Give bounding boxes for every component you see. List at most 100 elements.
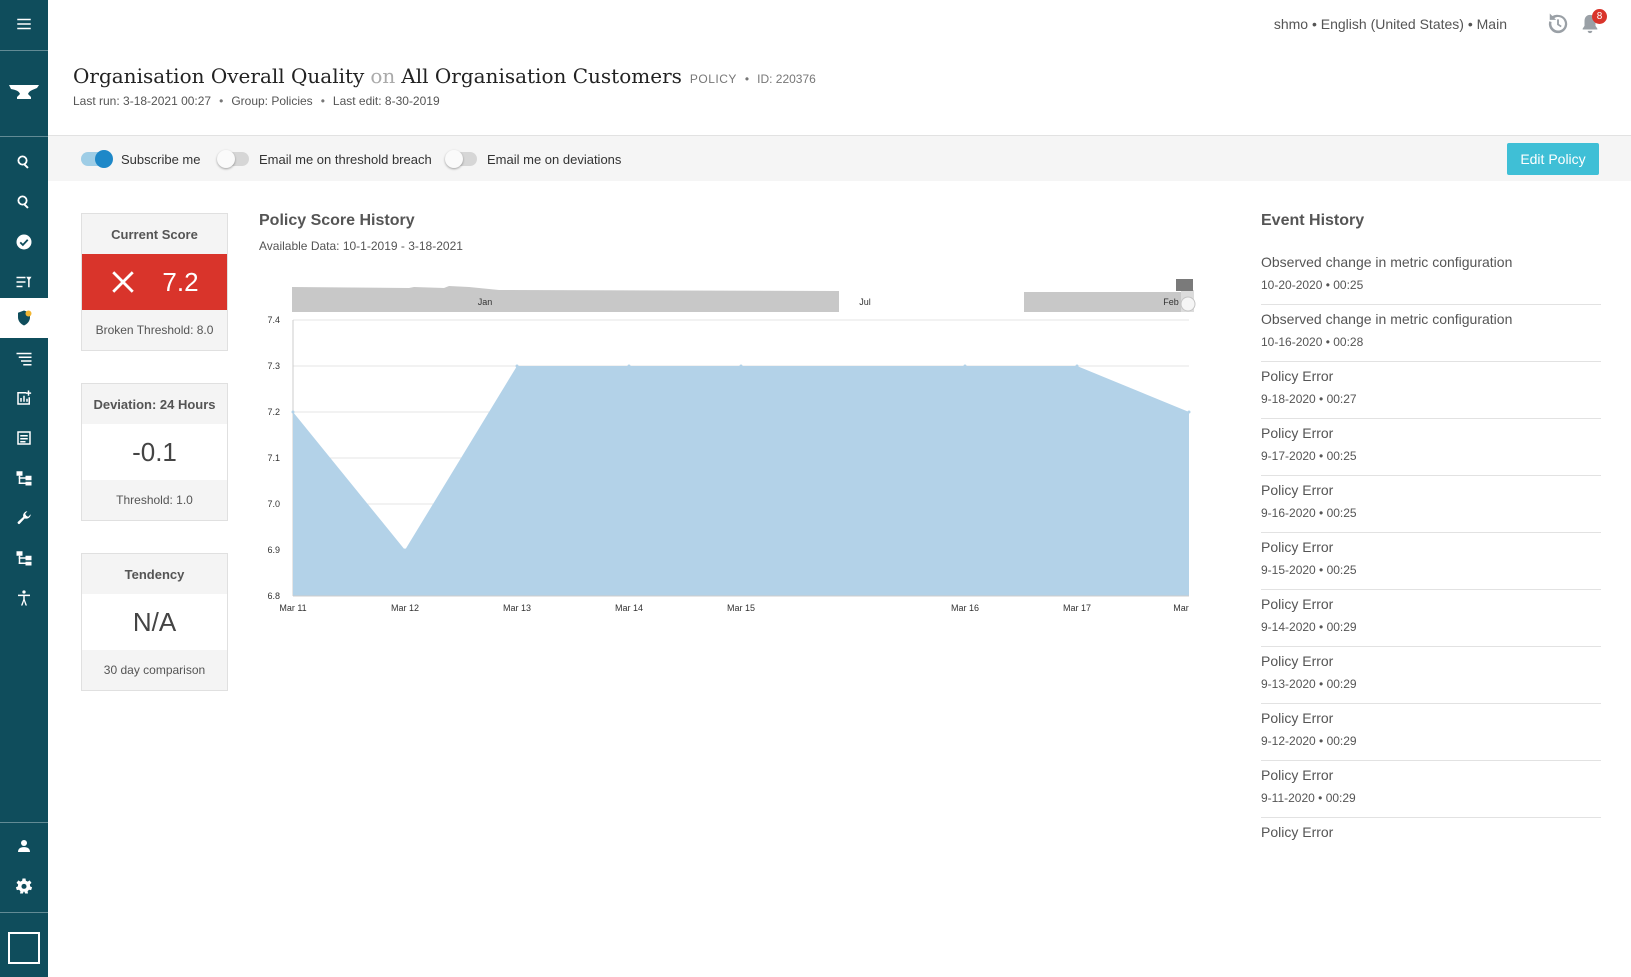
- chart-title: Policy Score History: [259, 212, 415, 229]
- collapse-panel-button[interactable]: [0, 925, 48, 971]
- y-tick-label: 7.1: [267, 453, 280, 463]
- event-time: 9-11-2020 • 00:29: [1261, 791, 1356, 805]
- data-point: [627, 364, 631, 368]
- card-footer: 30 day comparison: [103, 663, 206, 677]
- sidebar-item-lists[interactable]: [0, 338, 48, 378]
- document-list-icon: [17, 431, 31, 445]
- last-run: Last run: 3-18-2021 00:27: [73, 94, 212, 108]
- notifications-button[interactable]: 8: [1579, 9, 1607, 35]
- score-area: [293, 366, 1189, 596]
- x-tick-label: Mar 11: [279, 603, 306, 613]
- user-context[interactable]: shmo • English (United States) • Main: [1273, 16, 1507, 32]
- event-name: Policy Error: [1261, 425, 1334, 441]
- sidebar-item-tools[interactable]: [0, 498, 48, 538]
- event-time: 9-15-2020 • 00:25: [1261, 563, 1357, 577]
- threshold-breach-toggle[interactable]: [217, 150, 249, 168]
- toolbar: Subscribe me Email me on threshold breac…: [48, 135, 1631, 181]
- title-row: Organisation Overall Quality on All Orga…: [73, 64, 816, 88]
- event-name: Policy Error: [1261, 539, 1334, 555]
- data-point: [403, 548, 407, 552]
- event-name: Policy Error: [1261, 596, 1334, 612]
- event-item[interactable]: Observed change in metric configuration 1…: [1261, 248, 1601, 305]
- page-title: Organisation Overall Quality: [73, 64, 365, 88]
- subscribe-toggle-group: Subscribe me: [81, 136, 200, 182]
- event-time: 9-18-2020 • 00:27: [1261, 392, 1357, 406]
- navigator-area: [1024, 292, 1189, 312]
- subscribe-label: Subscribe me: [121, 151, 201, 167]
- y-tick-label: 7.4: [267, 315, 280, 325]
- event-time: 9-12-2020 • 00:29: [1261, 734, 1357, 748]
- sidebar-item-dashboards[interactable]: [0, 378, 48, 418]
- deviation-toggle[interactable]: [445, 150, 477, 168]
- sidebar-item-checks[interactable]: [0, 222, 48, 262]
- hamburger-icon: [17, 18, 31, 30]
- current-score-card: Current Score 7.2 Broken Threshold: 8.0: [81, 213, 228, 351]
- sidebar-item-rules[interactable]: [0, 262, 48, 302]
- event-item[interactable]: Policy Error 9-11-2020 • 00:29: [1261, 761, 1601, 818]
- policy-score-history: Policy Score History Available Data: 10-…: [259, 212, 1231, 632]
- card-title: Deviation: 24 Hours: [93, 396, 216, 412]
- x-tick-label: Mar 13: [503, 603, 531, 613]
- x-tick-label: Mar 16: [951, 603, 979, 613]
- person-icon: [18, 840, 30, 852]
- sidebar-item-profile[interactable]: [0, 826, 48, 866]
- navigator-area: [292, 286, 839, 312]
- event-item[interactable]: Policy Error 9-12-2020 • 00:29: [1261, 704, 1601, 761]
- language: English (United States): [1320, 16, 1464, 32]
- event-item[interactable]: Policy Error 9-18-2020 • 00:27: [1261, 362, 1601, 419]
- y-tick-label: 6.9: [267, 545, 280, 555]
- home-logo-button[interactable]: [0, 70, 48, 114]
- sidebar-item-search[interactable]: [0, 142, 48, 182]
- policy-id: ID: 220376: [757, 72, 816, 86]
- navigator-label: Jan: [478, 297, 493, 307]
- deviation-toggle-group: Email me on deviations: [445, 136, 621, 182]
- event-name: Policy Error: [1261, 710, 1334, 726]
- sidebar-item-settings[interactable]: [0, 866, 48, 906]
- history-icon: [1548, 13, 1568, 34]
- sidebar-item-policies[interactable]: [0, 298, 48, 338]
- subscribe-toggle[interactable]: [81, 150, 113, 168]
- current-score-value: 7.2: [82, 254, 227, 310]
- sidebar-item-accessibility[interactable]: [0, 578, 48, 618]
- y-tick-label: 6.8: [267, 591, 280, 601]
- data-point: [1187, 410, 1191, 414]
- sidebar-item-search-advanced[interactable]: [0, 182, 48, 222]
- navigator-marker: [1176, 279, 1193, 291]
- event-item[interactable]: Policy Error 9-13-2020 • 00:29: [1261, 647, 1601, 704]
- deviation-value: -0.1: [82, 424, 227, 480]
- event-name: Observed change in metric configuration: [1261, 254, 1513, 270]
- notification-badge: 8: [1592, 9, 1607, 24]
- event-item[interactable]: Policy Error 9-14-2020 • 00:29: [1261, 590, 1601, 647]
- sidebar-item-lineage[interactable]: [0, 538, 48, 578]
- navigator-handle: [1180, 296, 1196, 312]
- event-time: 9-13-2020 • 00:29: [1261, 677, 1357, 691]
- event-item[interactable]: Policy Error 9-17-2020 • 00:25: [1261, 419, 1601, 476]
- y-tick-label: 7.3: [267, 361, 280, 371]
- event-item[interactable]: Policy Error 9-16-2020 • 00:25: [1261, 476, 1601, 533]
- anvil-logo-icon: [9, 85, 39, 99]
- y-tick-label: 7.2: [267, 407, 280, 417]
- top-bar: shmo • English (United States) • Main 8: [1273, 9, 1607, 36]
- event-item[interactable]: Policy Error: [1261, 818, 1601, 875]
- wrench-icon: [17, 511, 31, 525]
- card-title: Tendency: [124, 566, 185, 582]
- event-item[interactable]: Observed change in metric configuration 1…: [1261, 305, 1601, 362]
- search-icon: [17, 195, 29, 209]
- shield-icon: [18, 310, 32, 326]
- x-tick-label: Mar 15: [727, 603, 755, 613]
- sidebar-item-hierarchy[interactable]: [0, 458, 48, 498]
- x-tick-label: Mar 17: [1063, 603, 1091, 613]
- event-time: 9-16-2020 • 00:25: [1261, 506, 1357, 520]
- event-item[interactable]: Policy Error 9-15-2020 • 00:25: [1261, 533, 1601, 590]
- event-time: 10-16-2020 • 00:28: [1261, 335, 1364, 349]
- event-name: Policy Error: [1261, 653, 1334, 669]
- hierarchy-icon: [16, 471, 32, 486]
- edit-policy-button[interactable]: Edit Policy: [1507, 143, 1599, 175]
- menu-button[interactable]: [0, 4, 48, 44]
- sidebar-item-reports[interactable]: [0, 418, 48, 458]
- hierarchy-icon: [16, 551, 32, 566]
- x-tick-label: Mar 12: [391, 603, 419, 613]
- x-tick-label: Mar: [1173, 603, 1189, 613]
- score-chart[interactable]: Jan Jul Feb 7.4 7.3 7.2 7.1 7.0 6.9 6.8 Mar 11 Mar …: [259, 262, 1231, 632]
- history-button[interactable]: [1547, 13, 1569, 35]
